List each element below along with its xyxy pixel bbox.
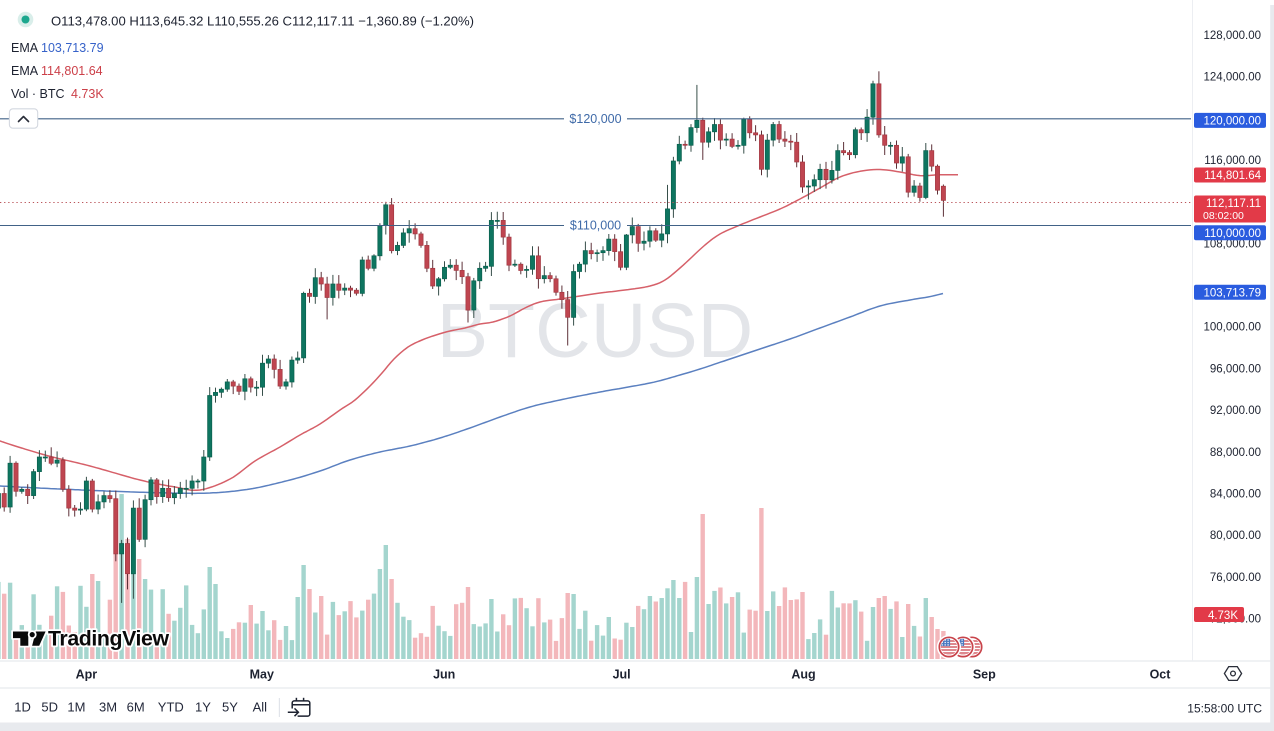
svg-text:128,000.00: 128,000.00 <box>1203 30 1261 42</box>
svg-text:100,000.00: 100,000.00 <box>1203 322 1261 334</box>
svg-text:Apr: Apr <box>76 668 98 682</box>
svg-text:80,000.00: 80,000.00 <box>1210 530 1261 542</box>
svg-text:112,117.11: 112,117.11 <box>1206 198 1261 210</box>
svg-text:$110,000: $110,000 <box>570 219 621 233</box>
svg-text:92,000.00: 92,000.00 <box>1210 405 1261 417</box>
svg-text:TradingView: TradingView <box>48 627 169 651</box>
svg-text:120,000.00: 120,000.00 <box>1203 116 1261 128</box>
svg-text:4.73K: 4.73K <box>1208 610 1238 622</box>
svg-text:5Y: 5Y <box>222 700 238 715</box>
svg-text:1D: 1D <box>14 700 31 715</box>
svg-text:EMA: EMA <box>11 41 39 55</box>
svg-text:Oct: Oct <box>1150 668 1172 682</box>
svg-text:84,000.00: 84,000.00 <box>1210 489 1261 501</box>
svg-text:08:02:00: 08:02:00 <box>1203 210 1244 222</box>
svg-text:Sep: Sep <box>973 668 996 682</box>
svg-text:May: May <box>250 668 274 682</box>
svg-text:124,000.00: 124,000.00 <box>1203 72 1261 84</box>
svg-text:EMA: EMA <box>11 64 39 78</box>
svg-text:76,000.00: 76,000.00 <box>1210 572 1261 584</box>
svg-text:103,713.79: 103,713.79 <box>41 41 104 55</box>
svg-text:108,000.00: 108,000.00 <box>1203 238 1261 250</box>
svg-text:1M: 1M <box>67 700 85 715</box>
svg-text:BTCUSD: BTCUSD <box>437 288 754 374</box>
svg-text:6M: 6M <box>127 700 145 715</box>
svg-text:Aug: Aug <box>791 668 815 682</box>
svg-text:96,000.00: 96,000.00 <box>1210 363 1261 375</box>
svg-text:114,801.64: 114,801.64 <box>41 64 103 78</box>
svg-text:88,000.00: 88,000.00 <box>1210 447 1261 459</box>
svg-text:$120,000: $120,000 <box>569 112 621 126</box>
svg-text:Jun: Jun <box>433 668 455 682</box>
svg-text:116,000.00: 116,000.00 <box>1204 155 1261 167</box>
svg-text:Jul: Jul <box>613 668 631 682</box>
svg-text:110,000.00: 110,000.00 <box>1204 228 1261 240</box>
svg-text:4.73K: 4.73K <box>71 87 104 101</box>
svg-text:114,801.64: 114,801.64 <box>1204 170 1261 182</box>
svg-text:5D: 5D <box>41 700 58 715</box>
svg-text:1Y: 1Y <box>195 700 211 715</box>
svg-text:All: All <box>253 700 268 715</box>
svg-text:YTD: YTD <box>158 700 184 715</box>
svg-text:15:58:00 UTC: 15:58:00 UTC <box>1187 702 1262 716</box>
svg-text:3M: 3M <box>99 700 117 715</box>
svg-text:Vol · BTC: Vol · BTC <box>11 87 65 101</box>
svg-text:O113,478.00 H113,645.32 L110,5: O113,478.00 H113,645.32 L110,555.26 C112… <box>51 14 474 29</box>
svg-text:103,713.79: 103,713.79 <box>1203 288 1261 300</box>
